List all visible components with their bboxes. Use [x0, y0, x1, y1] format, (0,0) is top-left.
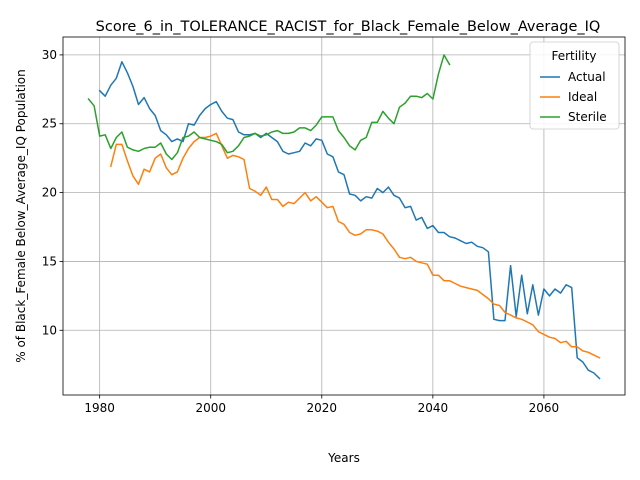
legend-label-sterile: Sterile [568, 110, 607, 124]
legend-box [529, 41, 620, 130]
x-tick-label: 2020 [307, 401, 338, 415]
series-line-sterile [87, 54, 451, 161]
x-axis-ticks: 1980 2000 2020 2040 2060 [84, 395, 559, 415]
x-tick-label: 2040 [418, 401, 449, 415]
legend-title: Fertility [551, 49, 596, 63]
chart-title: Score_6_in_TOLERANCE_RACIST_for_Black_Fe… [96, 19, 601, 35]
x-tick-label: 2000 [195, 401, 226, 415]
legend-label-actual: Actual [568, 70, 606, 84]
series-lines [87, 54, 601, 380]
series-line-actual [98, 61, 601, 380]
y-axis-label: % of Black_Female Below_Average_IQ Popul… [14, 69, 28, 363]
x-tick-label: 1980 [84, 401, 115, 415]
plot-area-frame [62, 36, 626, 396]
x-tick-label: 2060 [529, 401, 560, 415]
series-line-ideal [109, 132, 601, 359]
y-tick-label: 20 [42, 186, 57, 200]
x-axis-label: Years [327, 451, 360, 465]
legend-label-ideal: Ideal [568, 90, 597, 104]
y-tick-label: 25 [42, 117, 57, 131]
y-tick-label: 10 [42, 323, 57, 337]
legend: Fertility Actual Ideal Sterile [529, 41, 620, 130]
legend-items: Actual Ideal Sterile [540, 70, 607, 124]
y-axis-ticks: 10 15 20 25 30 [42, 48, 63, 337]
y-tick-label: 30 [42, 48, 57, 62]
y-tick-label: 15 [42, 254, 57, 268]
